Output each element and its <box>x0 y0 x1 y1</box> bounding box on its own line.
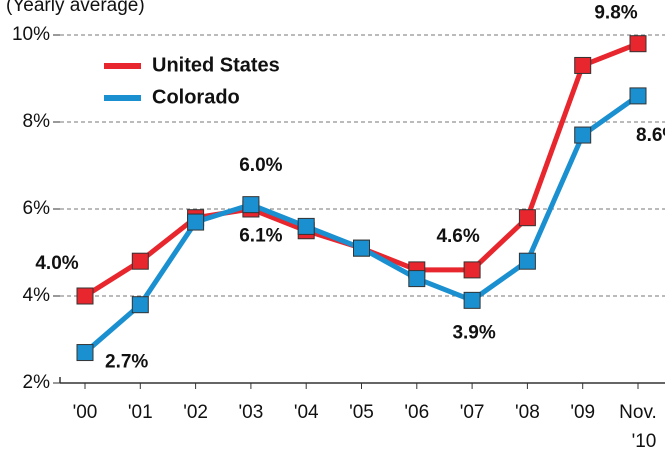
y-tick-label: 4% <box>23 285 51 306</box>
marker <box>574 56 592 74</box>
value-label: 8.6% <box>636 125 665 146</box>
x-tick-label: '07 <box>460 402 485 423</box>
legend-label: United States <box>152 54 280 76</box>
chart-subtitle: (Yearly average) <box>6 0 145 16</box>
x-tick-label: '01 <box>128 402 153 423</box>
x-tick-label: '00 <box>73 402 98 423</box>
marker <box>76 287 94 305</box>
value-label: 6.1% <box>239 226 282 247</box>
marker <box>242 196 260 214</box>
marker <box>297 217 315 235</box>
value-label: 3.9% <box>452 322 495 343</box>
marker <box>353 239 370 257</box>
y-tick-label: 6% <box>23 198 51 219</box>
marker <box>574 126 592 144</box>
x-tick-label: '02 <box>183 402 208 423</box>
y-tick-label: 2% <box>23 372 51 393</box>
x-tick-label: '03 <box>239 402 264 423</box>
marker <box>463 291 481 309</box>
value-label: 6.0% <box>239 155 282 176</box>
marker <box>518 209 536 227</box>
marker <box>131 252 149 270</box>
marker <box>187 213 205 231</box>
x-tick-label: '06 <box>404 402 429 423</box>
marker <box>463 261 481 279</box>
x-tick-label: '05 <box>349 402 374 423</box>
marker <box>629 87 647 105</box>
value-label: 4.6% <box>436 226 479 247</box>
marker <box>518 252 536 270</box>
value-label: 4.0% <box>35 253 78 274</box>
x-tick-label: Nov. '10 <box>619 402 657 451</box>
x-tick-label: '08 <box>515 402 540 423</box>
marker <box>76 344 94 362</box>
y-tick-label: 8% <box>23 111 51 132</box>
marker <box>131 296 149 314</box>
value-label: 9.8% <box>594 3 637 24</box>
legend-label: Colorado <box>152 86 240 108</box>
marker <box>629 35 647 53</box>
marker <box>408 270 426 288</box>
value-label: 2.7% <box>105 352 148 373</box>
x-tick-label: '04 <box>294 402 319 423</box>
series-line <box>83 41 639 299</box>
x-tick-label: '09 <box>570 402 595 423</box>
y-tick-label: 10% <box>12 24 50 45</box>
